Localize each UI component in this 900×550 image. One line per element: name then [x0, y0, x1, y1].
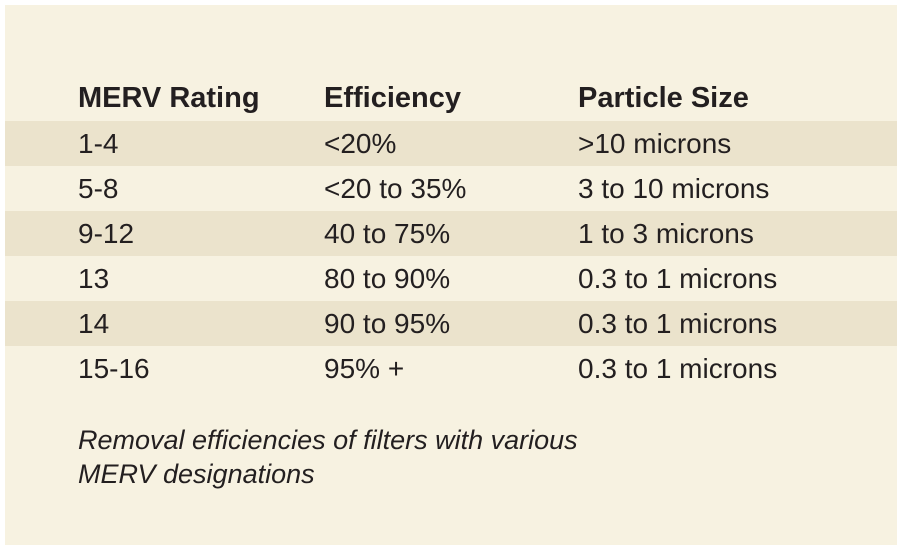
- table-header-row: MERV Rating Efficiency Particle Size: [5, 75, 897, 121]
- header-merv-rating: MERV Rating: [78, 81, 260, 114]
- particle-size-cell: 0.3 to 1 microns: [578, 307, 778, 339]
- table-caption: Removal efficiencies of filters with var…: [78, 423, 678, 491]
- particle-size-cell: >10 microns: [578, 127, 732, 159]
- merv-rating-cell: 15-16: [78, 352, 150, 384]
- table-row: 15-16 95% + 0.3 to 1 microns: [5, 346, 897, 391]
- particle-size-cell: 3 to 10 microns: [578, 172, 770, 204]
- efficiency-cell: <20%: [324, 127, 397, 159]
- merv-rating-cell: 5-8: [78, 172, 119, 204]
- header-efficiency: Efficiency: [324, 81, 461, 114]
- particle-size-cell: 1 to 3 microns: [578, 217, 754, 249]
- merv-rating-cell: 9-12: [78, 217, 135, 249]
- efficiency-cell: 80 to 90%: [324, 262, 451, 294]
- merv-table-panel: MERV Rating Efficiency Particle Size 1-4…: [5, 5, 897, 545]
- efficiency-cell: 40 to 75%: [324, 217, 451, 249]
- caption-line-1: Removal efficiencies of filters with var…: [78, 425, 578, 455]
- merv-rating-cell: 14: [78, 307, 110, 339]
- efficiency-cell: 90 to 95%: [324, 307, 451, 339]
- table-row: 9-12 40 to 75% 1 to 3 microns: [5, 211, 897, 256]
- caption-line-2: MERV designations: [78, 459, 315, 489]
- table-row: 5-8 <20 to 35% 3 to 10 microns: [5, 166, 897, 211]
- table-row: 13 80 to 90% 0.3 to 1 microns: [5, 256, 897, 301]
- particle-size-cell: 0.3 to 1 microns: [578, 352, 778, 384]
- header-particle-size: Particle Size: [578, 81, 749, 114]
- merv-rating-cell: 1-4: [78, 127, 119, 159]
- table-row: 1-4 <20% >10 microns: [5, 121, 897, 166]
- merv-rating-cell: 13: [78, 262, 110, 294]
- efficiency-cell: 95% +: [324, 352, 405, 384]
- table-row: 14 90 to 95% 0.3 to 1 microns: [5, 301, 897, 346]
- efficiency-cell: <20 to 35%: [324, 172, 467, 204]
- particle-size-cell: 0.3 to 1 microns: [578, 262, 778, 294]
